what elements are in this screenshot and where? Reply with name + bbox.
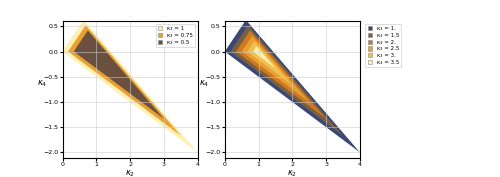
Polygon shape (253, 46, 276, 68)
Y-axis label: $\kappa_4$: $\kappa_4$ (199, 79, 209, 89)
Polygon shape (225, 20, 360, 152)
Y-axis label: $\kappa_4$: $\kappa_4$ (36, 79, 47, 89)
Polygon shape (230, 25, 343, 136)
X-axis label: $\kappa_2$: $\kappa_2$ (125, 168, 135, 177)
Polygon shape (68, 25, 181, 136)
Polygon shape (62, 20, 198, 152)
Polygon shape (74, 30, 164, 119)
Polygon shape (236, 30, 326, 119)
Legend: κ₃ = 1., κ₃ = 1.5, κ₃ = 2., κ₃ = 2.5, κ₃ = 3., κ₃ = 3.5: κ₃ = 1., κ₃ = 1.5, κ₃ = 2., κ₃ = 2.5, κ₃… (366, 24, 401, 67)
Legend: κ₃ = 1, κ₃ = 0.75, κ₃ = 0.5: κ₃ = 1, κ₃ = 0.75, κ₃ = 0.5 (156, 24, 195, 47)
Polygon shape (248, 41, 292, 85)
X-axis label: $\kappa_2$: $\kappa_2$ (288, 168, 298, 177)
Polygon shape (242, 36, 310, 102)
